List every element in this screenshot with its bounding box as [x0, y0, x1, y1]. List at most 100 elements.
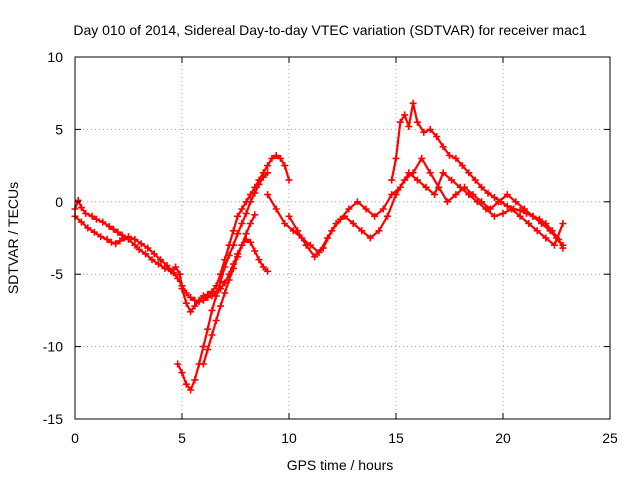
data-point: [182, 380, 190, 388]
data-point: [302, 241, 310, 249]
data-point: [169, 269, 177, 277]
data-point: [264, 267, 272, 275]
data-point: [523, 209, 530, 217]
data-point: [426, 125, 434, 133]
data-point: [107, 238, 115, 246]
data-point: [182, 289, 190, 297]
data-point: [371, 212, 379, 220]
y-tick-label: 0: [55, 194, 63, 210]
data-point: [217, 302, 224, 310]
data-point: [281, 220, 289, 227]
y-tick-label: 5: [55, 121, 63, 137]
data-point: [533, 227, 541, 235]
data-point: [84, 224, 92, 232]
data-point: [478, 183, 486, 191]
data-point: [542, 234, 550, 242]
data-point: [199, 296, 207, 304]
data-point: [471, 176, 479, 184]
data-point: [264, 169, 272, 177]
x-tick-label: 5: [178, 430, 186, 446]
series-trace-c: [174, 169, 272, 394]
data-point: [105, 222, 113, 230]
data-point: [268, 154, 276, 162]
data-point: [285, 176, 293, 184]
data-point: [272, 152, 280, 159]
data-point: [255, 256, 263, 264]
data-point: [443, 198, 451, 206]
data-point: [503, 202, 511, 210]
data-point: [88, 212, 96, 220]
data-point: [135, 246, 143, 254]
data-point: [550, 241, 558, 249]
data-point: [465, 169, 473, 177]
data-point: [503, 191, 511, 199]
data-point: [311, 253, 319, 261]
data-point: [238, 205, 246, 213]
data-point: [465, 191, 473, 199]
data-point: [354, 198, 361, 206]
data-point: [281, 162, 289, 170]
data-point: [388, 191, 396, 199]
data-point: [204, 325, 212, 333]
data-point: [234, 212, 242, 220]
data-point: [559, 244, 567, 252]
data-point: [247, 238, 254, 246]
data-point: [238, 241, 246, 249]
data-point: [229, 264, 237, 272]
data-point: [392, 154, 400, 162]
data-point: [199, 360, 207, 368]
data-point: [221, 289, 229, 297]
data-point: [142, 250, 150, 258]
data-point: [234, 230, 242, 238]
data-point: [251, 211, 259, 219]
x-axis-label: GPS time / hours: [287, 457, 394, 473]
x-tick-label: 0: [71, 430, 79, 446]
data-point: [74, 196, 82, 204]
data-point: [420, 128, 428, 136]
data-point: [148, 256, 156, 264]
data-point: [497, 198, 505, 206]
y-axis-label: SDTVAR / TECUs: [5, 182, 21, 294]
data-point: [482, 205, 490, 213]
data-point: [97, 233, 105, 241]
data-point: [174, 275, 182, 282]
data-point: [155, 260, 162, 268]
data-point: [529, 212, 537, 220]
data-point: [559, 220, 567, 227]
data-point: [116, 237, 124, 245]
data-point: [204, 293, 212, 301]
data-point: [499, 209, 507, 217]
data-point: [255, 180, 263, 188]
data-point: [251, 189, 259, 197]
data-point: [285, 212, 293, 220]
data-point: [264, 191, 272, 199]
data-point: [433, 133, 441, 141]
data-point: [272, 205, 280, 213]
data-point: [490, 212, 498, 220]
data-point: [264, 162, 272, 170]
data-point: [247, 198, 254, 206]
data-point: [345, 205, 353, 213]
data-point: [396, 183, 404, 191]
data-point: [176, 270, 184, 278]
data-point: [418, 154, 426, 162]
data-point: [456, 183, 464, 191]
data-point: [319, 244, 327, 252]
data-point: [422, 183, 430, 191]
data-point: [172, 263, 180, 271]
data-point: [490, 194, 498, 201]
data-point: [375, 227, 383, 235]
data-point: [336, 215, 344, 223]
data-point: [77, 218, 85, 226]
data-point: [110, 225, 117, 233]
data-point: [242, 209, 250, 217]
data-point: [446, 152, 453, 159]
data-point: [90, 228, 98, 236]
series-trace-d: [199, 211, 259, 368]
data-point: [157, 256, 165, 264]
data-point: [426, 169, 434, 177]
data-point: [439, 143, 447, 151]
data-point: [195, 298, 203, 306]
y-tick-label: 10: [47, 49, 63, 65]
